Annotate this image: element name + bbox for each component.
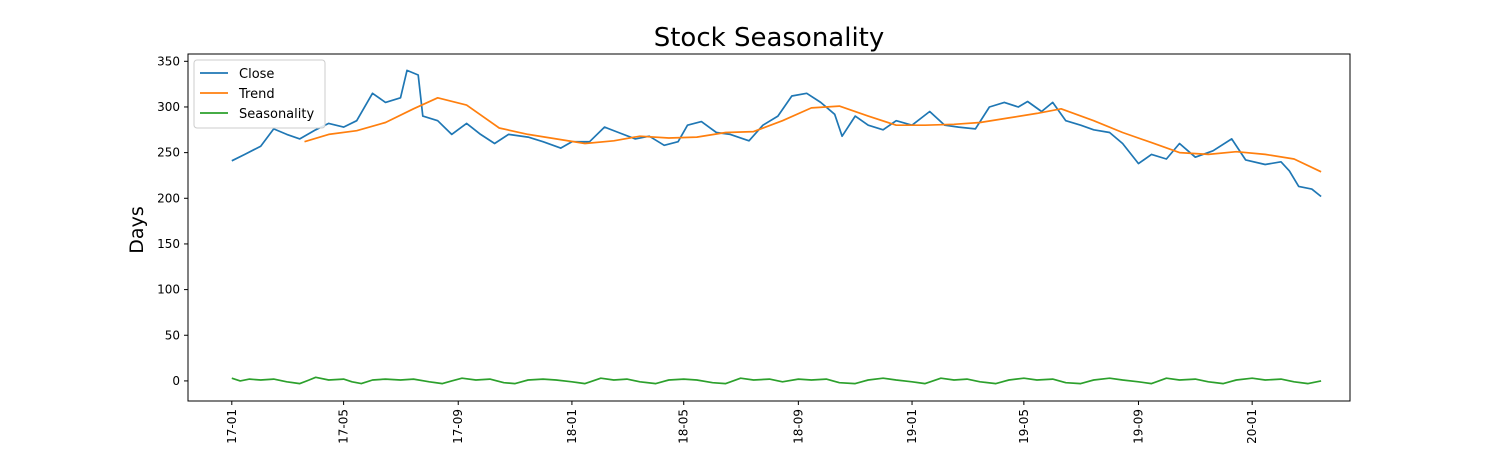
y-axis-label: Days	[126, 206, 148, 253]
plot-area	[231, 69, 1322, 385]
x-tick-label: 18-05	[677, 409, 691, 444]
x-tick-label: 17-09	[451, 409, 465, 444]
y-tick-label: 250	[157, 146, 180, 160]
legend-box	[193, 59, 326, 129]
legend-label-trend: Trend	[238, 87, 275, 102]
x-tick-label: 18-09	[791, 409, 805, 444]
x-tick-label: 20-01	[1245, 409, 1259, 444]
y-tick-label: 300	[157, 100, 180, 114]
series-line-seasonality	[231, 376, 1322, 385]
x-tick-label: 17-05	[337, 409, 351, 444]
legend-label-close: Close	[239, 67, 274, 82]
plot-frame	[187, 53, 1351, 402]
legend-label-seasonality: Seasonality	[239, 107, 314, 122]
y-tick-label: 50	[165, 328, 180, 342]
series-line-close	[231, 69, 1322, 198]
x-tick-label: 19-01	[905, 409, 919, 444]
y-tick-label: 0	[172, 374, 180, 388]
x-tick-label: 18-01	[565, 409, 579, 444]
y-tick-label: 350	[157, 54, 180, 68]
chart-title: Stock Seasonality	[654, 23, 885, 53]
series-line-trend	[304, 96, 1322, 173]
x-tick-label: 19-05	[1017, 409, 1031, 444]
x-tick-label: 17-01	[225, 409, 239, 444]
legend: Close Trend Seasonality	[193, 59, 326, 129]
y-tick-label: 150	[157, 237, 180, 251]
y-tick-label: 100	[157, 283, 180, 297]
x-tick-label: 19-09	[1131, 409, 1145, 444]
y-tick-label: 200	[157, 191, 180, 205]
